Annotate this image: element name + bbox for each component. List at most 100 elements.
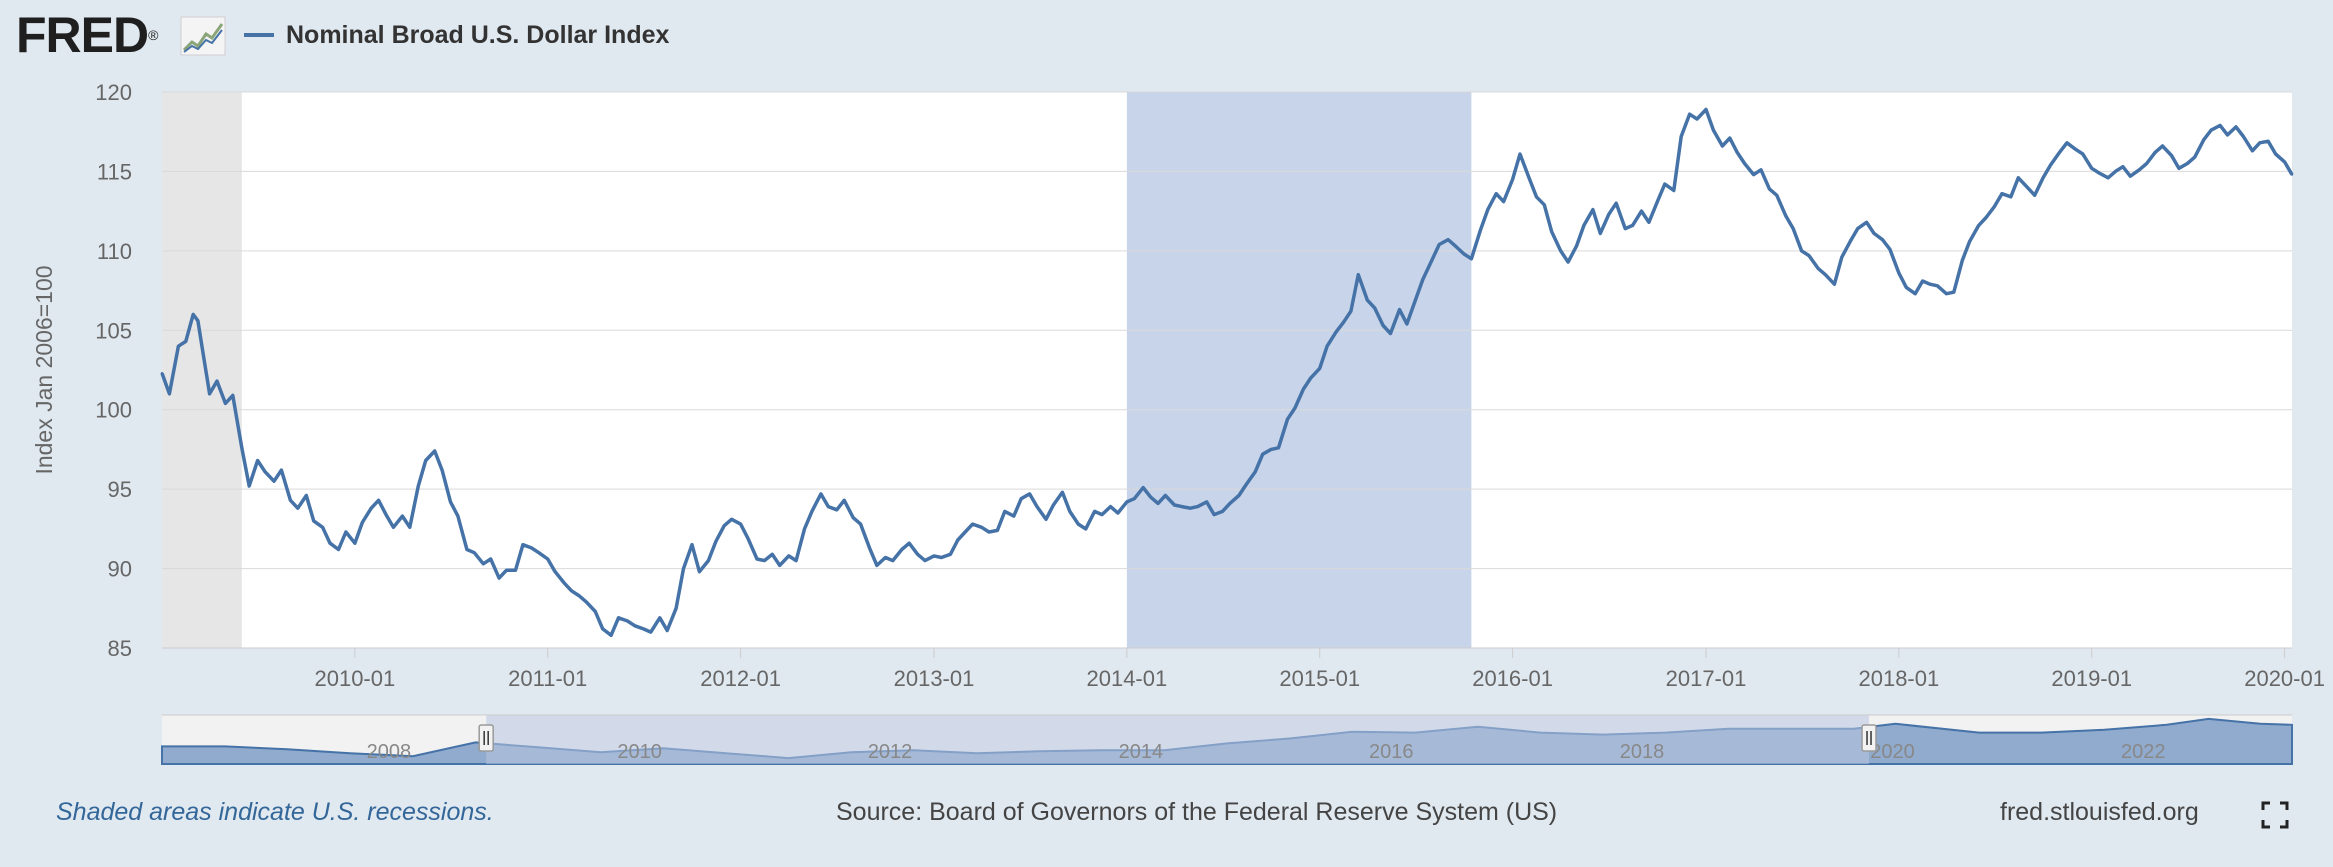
data-point — [505, 568, 508, 572]
y-tick-label: 100 — [95, 398, 132, 423]
data-point — [963, 530, 967, 534]
y-tick-label: 85 — [108, 636, 132, 661]
data-point — [1824, 273, 1827, 276]
data-point — [344, 530, 348, 534]
data-point — [794, 559, 798, 562]
x-tick-label: 2012-01 — [700, 666, 781, 691]
data-point — [2193, 155, 2196, 159]
data-point — [1109, 505, 1112, 508]
data-point — [971, 522, 974, 526]
data-point — [196, 319, 200, 322]
x-tick-label: 2016-01 — [1472, 666, 1553, 691]
data-point — [690, 543, 694, 546]
data-point — [987, 530, 991, 534]
y-axis-label: Index Jan 2006=100 — [31, 265, 57, 474]
data-point — [272, 480, 276, 483]
navigator-handle-left[interactable] — [478, 724, 494, 752]
data-point — [1582, 224, 1586, 227]
data-point — [521, 543, 525, 546]
data-point — [240, 446, 243, 450]
data-point — [609, 634, 613, 637]
data-point — [392, 526, 395, 529]
data-point — [2258, 141, 2261, 145]
data-point — [1800, 249, 1803, 253]
data-point — [1149, 495, 1152, 499]
data-point — [803, 527, 806, 531]
data-point — [746, 537, 750, 540]
chart-line-icon — [180, 16, 226, 56]
data-point — [191, 313, 195, 316]
data-point — [1527, 176, 1531, 179]
data-point — [440, 468, 444, 472]
data-point — [184, 340, 187, 343]
data-point — [224, 402, 227, 405]
data-point — [546, 557, 549, 561]
data-point — [1897, 271, 1901, 275]
data-point — [1414, 298, 1417, 302]
data-point — [160, 371, 164, 375]
data-point — [1775, 194, 1779, 197]
data-point — [907, 541, 911, 545]
navigator-handle-body[interactable] — [478, 724, 494, 752]
data-point — [1984, 216, 1988, 219]
data-point — [1125, 500, 1129, 504]
data-point — [328, 541, 332, 545]
data-point — [1721, 144, 1724, 148]
data-point — [280, 468, 283, 472]
data-point — [202, 352, 205, 356]
fred-logo[interactable]: FRED® — [16, 7, 158, 63]
data-point — [1068, 510, 1071, 513]
data-point — [1543, 203, 1546, 206]
data-point — [2097, 171, 2101, 175]
data-point — [215, 379, 219, 383]
data-point — [1881, 238, 1884, 241]
y-tick-label: 115 — [97, 159, 132, 184]
data-point — [1759, 168, 1763, 172]
x-tick-label: 2019-01 — [2051, 666, 2132, 691]
data-point — [473, 551, 476, 554]
data-point — [1019, 497, 1023, 500]
x-tick-label: 2010-01 — [314, 666, 395, 691]
data-point — [2106, 176, 2110, 179]
fullscreen-icon[interactable] — [2260, 800, 2290, 830]
data-point — [868, 546, 871, 550]
data-point — [1142, 486, 1145, 489]
data-point — [1535, 195, 1538, 199]
data-point — [649, 630, 652, 634]
navigator-selection[interactable] — [486, 715, 1870, 764]
logo-text: FRED — [16, 7, 149, 63]
data-point — [1566, 260, 1570, 264]
data-point — [875, 564, 879, 567]
data-point — [1559, 249, 1562, 253]
data-point — [1189, 507, 1192, 510]
navigator-tick-label: 2010 — [617, 741, 662, 763]
data-point — [585, 600, 588, 604]
data-point — [2017, 176, 2020, 179]
data-point — [682, 567, 685, 570]
series-line — [160, 107, 2294, 638]
data-point — [601, 627, 604, 631]
navigator-handle-body[interactable] — [1861, 724, 1877, 752]
highlight-band — [1126, 92, 1472, 648]
data-point — [1914, 292, 1917, 295]
y-tick-label: 90 — [108, 557, 132, 582]
chart-legend[interactable]: Nominal Broad U.S. Dollar Index — [244, 18, 669, 52]
data-point — [2009, 195, 2013, 199]
data-point — [1840, 256, 1843, 259]
data-point — [1752, 173, 1755, 176]
data-point — [514, 568, 517, 572]
data-point — [658, 616, 661, 620]
data-point — [553, 570, 557, 573]
y-tick-label: 120 — [95, 80, 132, 105]
range-navigator[interactable]: 2008 2010 2012 2014 2016 2018 2020 2022 — [161, 714, 2293, 765]
legend-swatch — [244, 33, 274, 37]
data-point — [2209, 128, 2213, 132]
data-point — [771, 553, 774, 556]
data-point — [408, 526, 412, 529]
site-link[interactable]: fred.stlouisfed.org — [2000, 798, 2199, 826]
data-point — [2026, 186, 2029, 189]
data-point — [810, 510, 814, 513]
source-text: Source: Board of Governors of the Federa… — [836, 798, 1558, 826]
plot-area: 85 90 95 100 105 110 115 120 2010-01 2011-01 2012-… — [31, 80, 2325, 691]
navigator-handle-right[interactable] — [1861, 724, 1877, 752]
